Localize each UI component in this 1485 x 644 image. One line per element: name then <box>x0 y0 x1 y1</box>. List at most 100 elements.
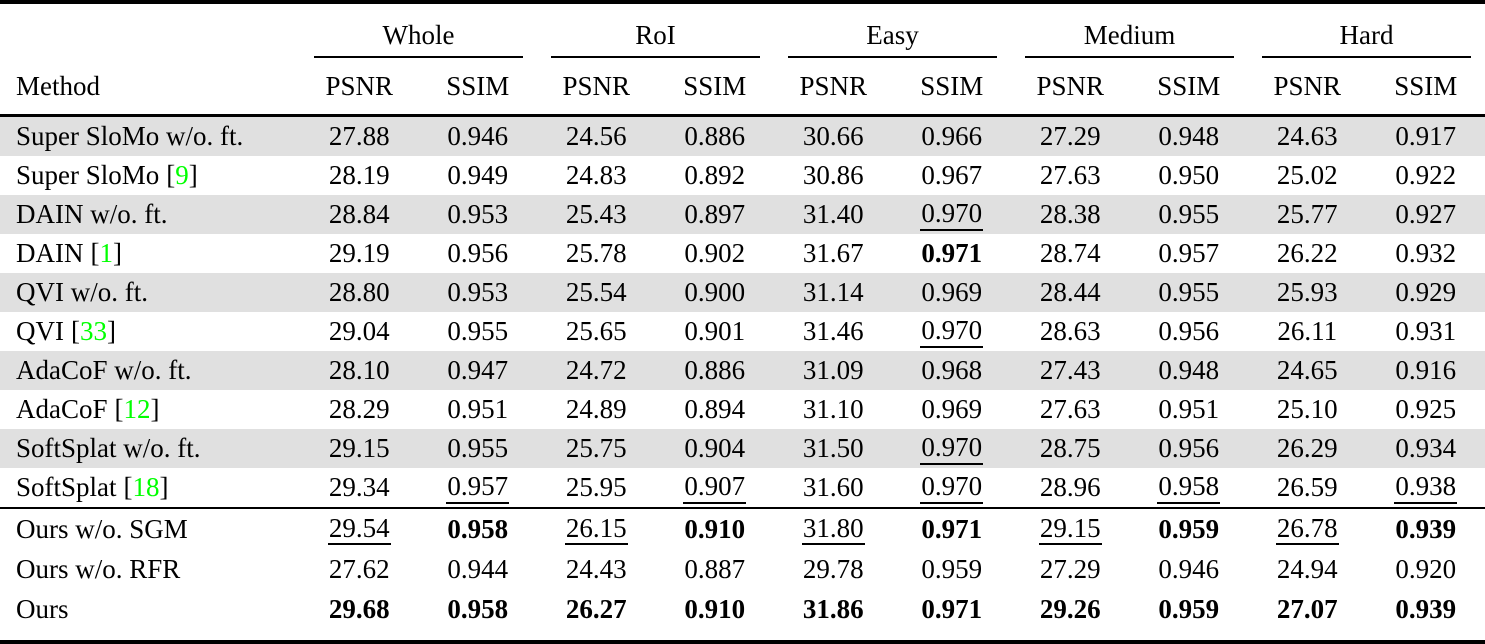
metric-value: 27.29 <box>1039 121 1101 151</box>
value-cell: 27.88 <box>300 115 419 156</box>
value-cell: 0.969 <box>893 390 1012 429</box>
value-cell: 24.89 <box>537 390 656 429</box>
method-label: AdaCoF <box>16 394 108 424</box>
metric-value: 0.971 <box>921 513 983 544</box>
group-rule-easy: Easy <box>788 20 998 58</box>
value-cell: 31.14 <box>774 273 893 312</box>
metric-value: 0.932 <box>1395 238 1457 268</box>
value-cell: 29.15 <box>300 429 419 468</box>
metric-value: 0.970 <box>920 471 984 504</box>
metric-value: 25.77 <box>1276 199 1338 229</box>
method-cell: Ours w/o. RFR <box>0 549 300 589</box>
metric-value: 24.89 <box>565 394 627 424</box>
value-cell: 27.29 <box>1011 115 1130 156</box>
value-cell: 28.63 <box>1011 312 1130 351</box>
method-cell: DAIN w/o. ft. <box>0 195 300 234</box>
method-label: DAIN <box>16 238 84 268</box>
citation-close-bracket: ] <box>159 472 169 502</box>
metric-value: 0.970 <box>920 198 984 231</box>
value-cell: 29.15 <box>1011 507 1130 549</box>
metric-value: 0.958 <box>1157 471 1221 504</box>
metric-value: 0.957 <box>446 471 510 504</box>
metric-value: 28.29 <box>328 394 390 424</box>
metric-value: 28.38 <box>1039 199 1101 229</box>
value-cell: 0.958 <box>419 589 538 629</box>
value-cell: 25.43 <box>537 195 656 234</box>
metric-value: 31.46 <box>802 316 864 346</box>
metric-value: 0.946 <box>447 121 509 151</box>
method-label: Super SloMo <box>16 160 160 190</box>
metric-value: 0.910 <box>684 513 746 544</box>
citation-close-bracket: ] <box>113 238 122 268</box>
value-cell: 25.78 <box>537 234 656 273</box>
method-label: QVI <box>16 316 64 346</box>
value-cell: 28.75 <box>1011 429 1130 468</box>
metric-value: 27.43 <box>1039 355 1101 385</box>
value-cell: 0.887 <box>656 549 775 589</box>
metric-value: 0.971 <box>921 238 983 268</box>
value-cell: 0.946 <box>1130 549 1249 589</box>
metric-header-ssim: SSIM <box>1129 58 1249 117</box>
metric-value: 31.67 <box>802 238 864 268</box>
group-header-whole: Whole <box>300 4 537 58</box>
metric-value: 26.22 <box>1276 238 1338 268</box>
table-row: QVI [33] 29.04 0.955 25.65 0.901 31.46 0.970 28.… <box>0 312 1485 351</box>
group-label: Hard <box>1339 20 1394 50</box>
metric-value: 28.84 <box>328 199 390 229</box>
value-cell: 27.29 <box>1011 549 1130 589</box>
citation-open-bracket: [ <box>114 394 124 424</box>
value-cell: 24.94 <box>1248 549 1367 589</box>
metric-value: 25.75 <box>565 433 627 463</box>
value-cell: 28.19 <box>300 156 419 195</box>
method-cell: SoftSplat [18] <box>0 468 300 508</box>
metric-value: 0.955 <box>447 316 509 346</box>
citation-open-bracket: [ <box>90 238 100 268</box>
value-cell: 28.10 <box>300 351 419 390</box>
metric-value: 0.956 <box>1158 433 1220 463</box>
method-cell: DAIN [1] <box>0 234 300 273</box>
value-cell: 0.922 <box>1367 156 1485 195</box>
citation-close-bracket: ] <box>150 394 160 424</box>
metric-value: 27.62 <box>328 553 390 584</box>
citation-number: 1 <box>99 238 114 268</box>
metric-value: 28.75 <box>1039 433 1101 463</box>
value-cell: 0.901 <box>656 312 775 351</box>
metric-value: 0.950 <box>1158 160 1220 190</box>
table-row: AdaCoF [12] 28.29 0.951 24.89 0.894 31.10 0.969… <box>0 390 1485 429</box>
value-cell: 24.43 <box>537 549 656 589</box>
metric-value: 0.927 <box>1395 199 1457 229</box>
citation: [12] <box>115 394 160 424</box>
value-cell: 30.66 <box>774 115 893 156</box>
value-cell: 26.59 <box>1248 468 1367 508</box>
metric-header-psnr: PSNR <box>537 58 656 117</box>
metric-value: 0.939 <box>1395 593 1457 624</box>
metric-value: 31.40 <box>802 199 864 229</box>
value-cell: 29.54 <box>300 507 419 549</box>
metric-value: 0.886 <box>684 355 746 385</box>
value-cell: 0.951 <box>419 390 538 429</box>
metric-value: 29.15 <box>1038 513 1102 546</box>
value-cell: 0.957 <box>1130 234 1249 273</box>
group-rule-roi: RoI <box>551 20 761 58</box>
value-cell: 31.67 <box>774 234 893 273</box>
metric-value: 28.80 <box>328 277 390 307</box>
metric-value: 0.948 <box>1158 355 1220 385</box>
group-rule-whole: Whole <box>314 20 524 58</box>
value-cell: 27.63 <box>1011 390 1130 429</box>
metric-value: 0.959 <box>1158 513 1220 544</box>
value-cell: 0.955 <box>419 312 538 351</box>
metric-value: 0.907 <box>683 471 747 504</box>
metric-value: 25.02 <box>1276 160 1338 190</box>
table-row: Super SloMo [9] 28.19 0.949 24.83 0.892 30.86 0… <box>0 156 1485 195</box>
metric-value: 0.904 <box>684 433 746 463</box>
method-cell: Super SloMo w/o. ft. <box>0 115 300 156</box>
value-cell: 0.956 <box>1130 312 1249 351</box>
value-cell: 26.27 <box>537 589 656 629</box>
value-cell: 0.971 <box>893 589 1012 629</box>
value-cell: 24.63 <box>1248 115 1367 156</box>
group-header-medium: Medium <box>1011 4 1248 58</box>
group-header-row: Whole RoI Easy Medium <box>0 4 1485 58</box>
metric-value: 31.14 <box>802 277 864 307</box>
value-cell: 0.968 <box>892 351 1012 390</box>
citation-close-bracket: ] <box>107 316 116 346</box>
